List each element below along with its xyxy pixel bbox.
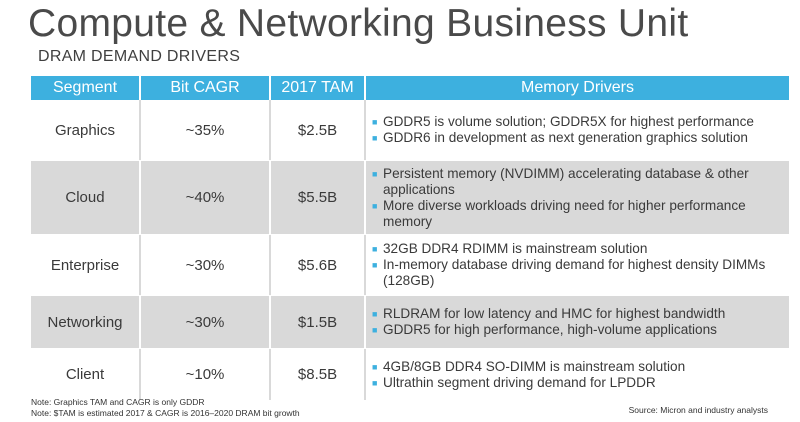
drivers-cell: ■ RLDRAM for low latency and HMC for high…	[366, 296, 789, 348]
header-bit-cagr: Bit CAGR	[141, 76, 271, 100]
bullet-icon: ■	[372, 168, 378, 179]
cagr-cell: ~30%	[141, 296, 271, 348]
page-title: Compute & Networking Business Unit	[28, 2, 689, 45]
bullet-icon: ■	[372, 260, 378, 270]
segment-cell: Client	[31, 349, 141, 400]
drivers-cell: ■ 32GB DDR4 RDIMM is mainstream solution …	[366, 235, 789, 295]
driver-bullet: ■ In-memory database driving demand for h…	[372, 257, 766, 288]
header-2017-tam: 2017 TAM	[271, 76, 366, 100]
segment-cell: Networking	[31, 296, 141, 348]
cagr-cell: ~40%	[141, 161, 271, 234]
driver-bullet: ■ RLDRAM for low latency and HMC for high…	[372, 306, 726, 321]
drivers-cell: ■ 4GB/8GB DDR4 SO-DIMM is mainstream solu…	[366, 349, 789, 400]
header-segment: Segment	[31, 76, 141, 100]
tam-cell: $5.6B	[271, 235, 366, 295]
bullet-icon: ■	[372, 377, 378, 388]
drivers-cell: ■ GDDR5 is volume solution; GDDR5X for hi…	[366, 100, 789, 160]
tam-cell: $1.5B	[271, 296, 366, 348]
cagr-cell: ~10%	[141, 349, 271, 400]
cagr-cell: ~30%	[141, 235, 271, 295]
driver-bullet: ■ 4GB/8GB DDR4 SO-DIMM is mainstream solu…	[372, 358, 686, 374]
driver-bullet: ■ 32GB DDR4 RDIMM is mainstream solution	[372, 241, 648, 256]
footnote-graphics: Note: Graphics TAM and CAGR is only GDDR	[31, 397, 205, 407]
header-memory-drivers: Memory Drivers	[521, 79, 634, 96]
tam-cell: $2.5B	[271, 100, 366, 160]
driver-bullet: ■ More diverse workloads driving need for…	[372, 197, 746, 229]
table-header: Segment Bit CAGR 2017 TAM Memory Drivers	[31, 76, 789, 100]
page-subtitle: DRAM DEMAND DRIVERS	[38, 48, 241, 65]
cagr-cell: ~35%	[141, 100, 271, 160]
footnote-tam: Note: $TAM is estimated 2017 & CAGR is 2…	[31, 408, 300, 418]
table-row: Networking ~30% $1.5B ■ RLDRAM for low la…	[31, 296, 789, 348]
bullet-icon: ■	[372, 325, 378, 335]
table-row: Enterprise ~30% $5.6B ■ 32GB DDR4 RDIMM i…	[31, 235, 789, 295]
segment-cell: Graphics	[31, 100, 141, 160]
bullet-icon: ■	[372, 361, 378, 372]
drivers-cell: ■ Persistent memory (NVDIMM) accelerating…	[366, 161, 789, 234]
table-row: Cloud ~40% $5.5B ■ Persistent memory (NVD…	[31, 161, 789, 234]
source-note: Source: Micron and industry analysts	[628, 405, 768, 415]
segment-cell: Enterprise	[31, 235, 141, 295]
table-row: Graphics ~35% $2.5B ■ GDDR5 is volume sol…	[31, 100, 789, 160]
dram-demand-table: Segment Bit CAGR 2017 TAM Memory Drivers…	[31, 76, 789, 400]
driver-bullet: ■ GDDR6 in development as next generation…	[372, 130, 748, 145]
driver-bullet: ■ GDDR5 for high performance, high-volume…	[372, 322, 717, 337]
table-row: Client ~10% $8.5B ■ 4GB/8GB DDR4 SO-DIMM …	[31, 349, 789, 400]
bullet-icon: ■	[372, 309, 378, 319]
tam-cell: $8.5B	[271, 349, 366, 400]
driver-bullet: ■ GDDR5 is volume solution; GDDR5X for hi…	[372, 114, 754, 129]
bullet-icon: ■	[372, 200, 378, 211]
segment-cell: Cloud	[31, 161, 141, 234]
bullet-icon: ■	[372, 244, 378, 254]
driver-bullet: ■ Persistent memory (NVDIMM) accelerating…	[372, 165, 749, 197]
driver-bullet: ■ Ultrathin segment driving demand for LP…	[372, 374, 656, 390]
bullet-icon: ■	[372, 117, 378, 127]
tam-cell: $5.5B	[271, 161, 366, 234]
bullet-icon: ■	[372, 133, 378, 143]
